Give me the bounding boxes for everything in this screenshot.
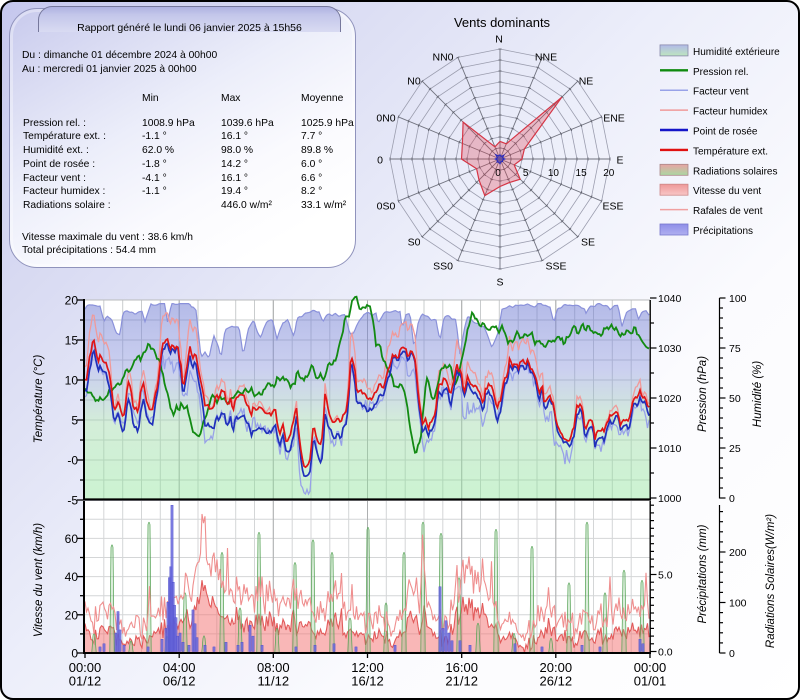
svg-text:NN0: NN0	[432, 52, 453, 64]
svg-text:S0: S0	[408, 237, 421, 249]
svg-text:Facteur humidex: Facteur humidex	[693, 107, 767, 118]
svg-text:0N0: 0N0	[376, 113, 395, 125]
svg-text:21/12: 21/12	[445, 674, 478, 689]
svg-text:SS0: SS0	[433, 261, 453, 273]
svg-text:16:00: 16:00	[445, 660, 478, 675]
svg-text:0: 0	[729, 648, 735, 660]
svg-text:100: 100	[729, 598, 747, 610]
svg-text:5: 5	[71, 414, 78, 428]
svg-text:NE: NE	[579, 76, 594, 88]
svg-text:N0: N0	[407, 76, 421, 88]
svg-text:0: 0	[71, 647, 78, 661]
svg-text:5: 5	[523, 168, 529, 179]
svg-text:Rafales de vent: Rafales de vent	[693, 206, 763, 217]
svg-text:Pression rel.: Pression rel.	[693, 67, 749, 78]
svg-text:12:00: 12:00	[351, 660, 384, 675]
svg-text:20:00: 20:00	[540, 660, 573, 675]
svg-text:SSE: SSE	[545, 261, 566, 273]
svg-text:NNE: NNE	[535, 52, 557, 64]
svg-text:Vents dominants: Vents dominants	[454, 15, 551, 30]
svg-text:11/12: 11/12	[258, 674, 290, 689]
svg-text:Humidité extérieure: Humidité extérieure	[693, 47, 780, 58]
svg-text:60: 60	[65, 532, 79, 546]
svg-text:0S0: 0S0	[377, 201, 396, 213]
svg-text:Humidité (%): Humidité (%)	[752, 361, 764, 428]
svg-text:0.0: 0.0	[658, 647, 673, 659]
svg-text:Point de rosée: Point de rosée	[693, 127, 758, 138]
svg-text:01/01: 01/01	[634, 674, 667, 689]
svg-text:04:00: 04:00	[163, 660, 196, 675]
svg-text:100: 100	[729, 293, 747, 305]
svg-text:25: 25	[729, 443, 741, 455]
svg-text:Radiations Solaires(W/m²): Radiations Solaires(W/m²)	[765, 514, 777, 648]
svg-text:Précipitations: Précipitations	[693, 226, 753, 237]
svg-text:00:00: 00:00	[634, 660, 667, 675]
svg-text:1020: 1020	[658, 393, 682, 405]
svg-text:16/12: 16/12	[351, 674, 384, 689]
svg-text:40: 40	[65, 570, 79, 584]
svg-text:SE: SE	[581, 237, 595, 249]
svg-text:06/12: 06/12	[163, 674, 196, 689]
svg-text:1000: 1000	[658, 493, 682, 505]
svg-text:10: 10	[65, 374, 79, 388]
svg-text:-5: -5	[67, 494, 78, 508]
svg-text:-0: -0	[67, 454, 78, 468]
svg-text:01/12: 01/12	[69, 674, 102, 689]
svg-text:0: 0	[377, 155, 383, 167]
svg-text:1040: 1040	[658, 293, 682, 305]
svg-text:ENE: ENE	[603, 113, 625, 125]
svg-text:08:00: 08:00	[257, 660, 290, 675]
svg-text:75: 75	[729, 343, 741, 355]
svg-text:50: 50	[729, 393, 741, 405]
svg-text:20: 20	[65, 608, 79, 622]
svg-text:15: 15	[576, 168, 588, 179]
svg-text:Facteur vent: Facteur vent	[693, 87, 749, 98]
svg-text:0: 0	[495, 168, 501, 179]
svg-text:5.0: 5.0	[658, 570, 673, 582]
svg-text:S: S	[496, 277, 503, 289]
svg-text:200: 200	[729, 547, 747, 559]
svg-text:Précipitations (mm): Précipitations (mm)	[697, 524, 709, 623]
svg-text:Pression (hPa): Pression (hPa)	[697, 356, 709, 432]
svg-text:20: 20	[65, 294, 79, 308]
svg-text:0: 0	[729, 493, 735, 505]
svg-text:N: N	[495, 34, 503, 46]
svg-text:20: 20	[603, 168, 615, 179]
svg-text:1010: 1010	[658, 443, 682, 455]
svg-text:Vitesse du vent (km/h): Vitesse du vent (km/h)	[33, 523, 45, 637]
svg-text:Température (°C): Température (°C)	[33, 355, 45, 444]
svg-text:Température ext.: Température ext.	[693, 146, 768, 157]
svg-text:E: E	[616, 155, 623, 167]
svg-text:00:00: 00:00	[69, 660, 102, 675]
svg-text:10: 10	[548, 168, 560, 179]
svg-text:Radiations solaires: Radiations solaires	[693, 166, 778, 177]
svg-text:26/12: 26/12	[540, 674, 573, 689]
svg-text:ESE: ESE	[602, 201, 623, 213]
svg-text:15: 15	[65, 334, 79, 348]
svg-text:Vitesse du vent: Vitesse du vent	[693, 186, 761, 197]
svg-text:1030: 1030	[658, 343, 682, 355]
